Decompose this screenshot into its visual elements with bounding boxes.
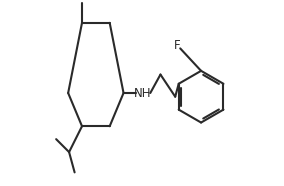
Text: F: F (174, 39, 180, 52)
Text: NH: NH (134, 86, 152, 100)
